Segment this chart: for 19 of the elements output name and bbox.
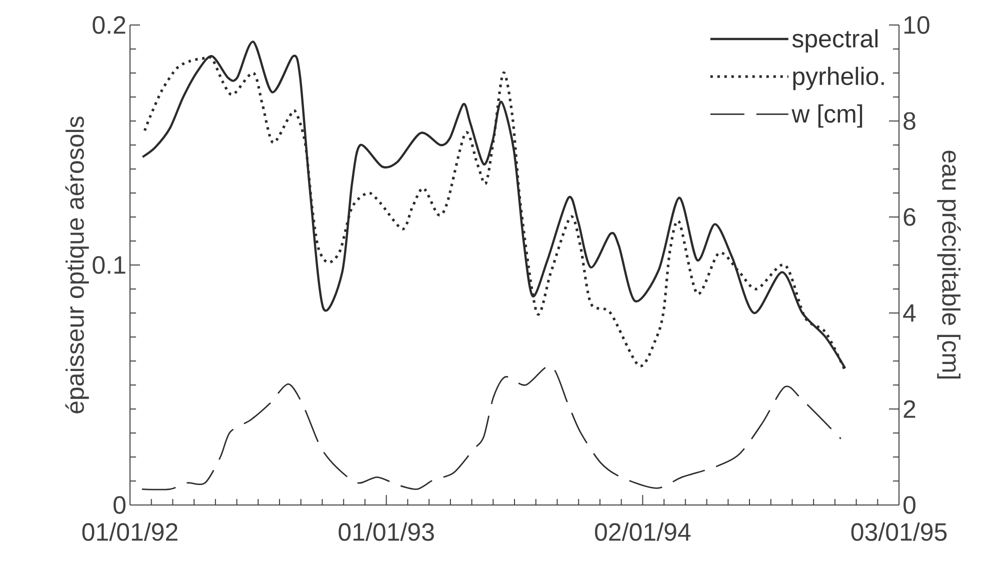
- y-tick-label: 0.1: [92, 256, 126, 274]
- y2-tick-label: 6: [904, 208, 916, 226]
- x-tick-label: 01/01/93: [338, 522, 434, 541]
- y2-tick-label: 0: [904, 496, 916, 514]
- y-tick-label: 0.2: [92, 16, 126, 34]
- line-series: [141, 365, 842, 490]
- y2-tick-label: 8: [904, 112, 916, 130]
- y2-axis-title: eau précipitable [cm]: [937, 150, 961, 378]
- y2-tick-label: 2: [904, 400, 916, 418]
- x-tick-label: 03/01/95: [851, 522, 947, 541]
- x-tick-label: 02/01/94: [595, 522, 691, 541]
- legend-label: pyrhelio.: [793, 66, 884, 90]
- legend-label: w [cm]: [792, 104, 862, 128]
- y2-tick-label: 10: [904, 16, 930, 34]
- legend-label: spectral: [792, 29, 878, 52]
- y-tick-label: 0: [114, 496, 126, 514]
- y-axis-title: épaisseur optique aérosols: [65, 116, 89, 414]
- x-tick-label: 01/01/92: [82, 522, 178, 541]
- y2-tick-label: 4: [903, 304, 916, 322]
